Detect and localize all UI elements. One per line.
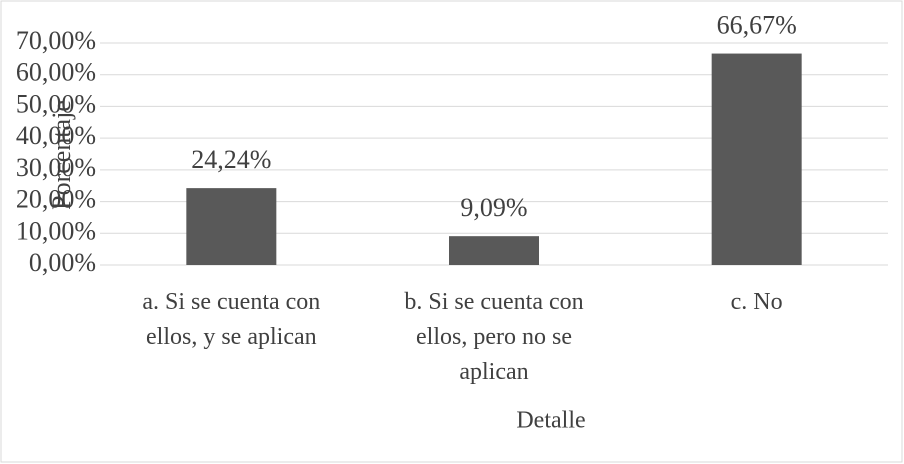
data-label: 9,09%	[460, 193, 527, 222]
data-label: 24,24%	[191, 145, 271, 174]
y-tick-label: 30,00%	[16, 153, 96, 182]
y-tick-label: 70,00%	[16, 26, 96, 55]
x-axis-label: Detalle	[516, 408, 585, 434]
y-tick-label: 60,00%	[16, 58, 96, 87]
y-tick-label: 10,00%	[16, 216, 96, 245]
x-tick-label: c. No	[730, 289, 783, 315]
bar	[186, 188, 277, 265]
bar	[449, 236, 539, 265]
x-tick-label: b. Si se cuenta con ellos, pero no se ap…	[404, 289, 584, 385]
y-tick-label: 0,00%	[29, 248, 96, 277]
y-axis-label: Porcentaje	[47, 100, 76, 210]
y-tick-label: 40,00%	[16, 121, 96, 150]
bar	[711, 53, 802, 266]
x-tick-label: a. Si se cuenta con ellos, y se aplican	[142, 289, 321, 350]
y-tick-label: 20,00%	[16, 185, 96, 214]
y-tick-label: 50,00%	[16, 89, 96, 118]
data-label: 66,67%	[717, 11, 797, 40]
